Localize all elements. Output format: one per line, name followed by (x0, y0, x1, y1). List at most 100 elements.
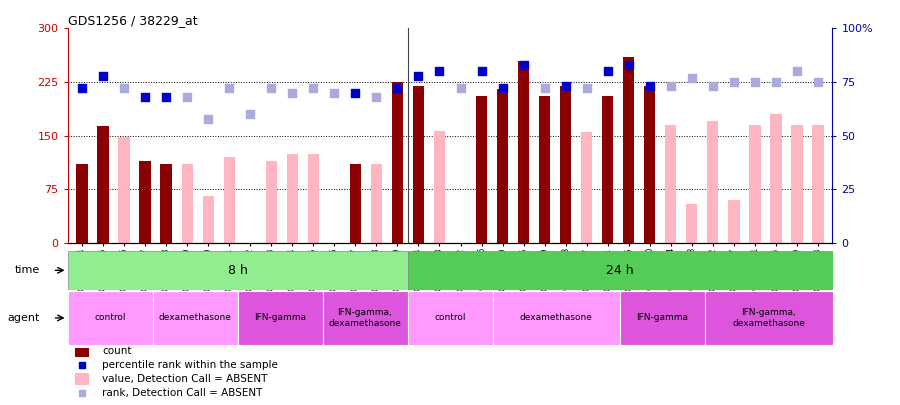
Point (222, 85, 237, 92)
Bar (602, 96, 614, 243)
Bar (266, 161, 277, 243)
Text: 24 h: 24 h (607, 264, 634, 277)
Bar (539, 96, 551, 243)
Point (706, 83, 720, 90)
Point (411, 72, 426, 79)
Point (306, 85, 320, 92)
Point (75, 85, 89, 92)
Bar (665, 125, 677, 243)
Bar (182, 164, 194, 243)
Point (243, 111, 257, 117)
Point (117, 85, 131, 92)
Text: agent: agent (7, 313, 40, 323)
Point (769, 79, 783, 85)
Point (285, 90, 300, 96)
Bar (749, 125, 760, 243)
Text: dexamethasone: dexamethasone (158, 313, 231, 322)
Bar (68, 251, 408, 290)
Bar (580, 132, 592, 243)
Point (748, 79, 762, 85)
Text: IFN-gamma: IFN-gamma (636, 313, 688, 322)
Text: 8 h: 8 h (228, 264, 248, 277)
Bar (392, 82, 403, 243)
Bar (223, 157, 235, 243)
Point (369, 94, 383, 100)
Bar (686, 204, 698, 243)
Text: GDS1256 / 38229_at: GDS1256 / 38229_at (68, 14, 197, 27)
Point (328, 90, 342, 96)
Bar (76, 345, 89, 357)
Point (621, 62, 635, 68)
Bar (497, 89, 508, 243)
Bar (322, 291, 408, 345)
Bar (408, 251, 832, 290)
Point (726, 79, 741, 85)
Text: time: time (14, 265, 40, 275)
Bar (644, 85, 655, 243)
Text: IFN-gamma,
dexamethasone: IFN-gamma, dexamethasone (733, 308, 806, 328)
Point (789, 68, 804, 75)
Text: value, Detection Call = ABSENT: value, Detection Call = ABSENT (102, 374, 267, 384)
Bar (705, 291, 832, 345)
Bar (408, 291, 492, 345)
Point (180, 94, 194, 100)
Bar (812, 125, 824, 243)
Point (75, 362, 89, 369)
Point (663, 83, 678, 90)
Bar (68, 291, 152, 345)
Bar (76, 373, 89, 385)
Bar (623, 57, 634, 243)
Bar (620, 291, 705, 345)
Bar (413, 85, 424, 243)
Point (96, 72, 111, 79)
Point (159, 94, 174, 100)
Bar (791, 125, 803, 243)
Bar (76, 164, 88, 243)
Bar (560, 85, 572, 243)
Bar (202, 196, 214, 243)
Point (348, 90, 363, 96)
Bar (518, 61, 529, 243)
Point (454, 85, 468, 92)
Bar (728, 200, 740, 243)
Bar (160, 164, 172, 243)
Bar (97, 126, 109, 243)
Bar (371, 164, 382, 243)
Text: IFN-gamma,
dexamethasone: IFN-gamma, dexamethasone (328, 308, 401, 328)
Point (643, 83, 657, 90)
Point (685, 75, 699, 81)
Point (75, 389, 89, 396)
Point (201, 115, 215, 122)
Point (495, 85, 509, 92)
Bar (140, 161, 151, 243)
Bar (119, 137, 130, 243)
Point (432, 68, 446, 75)
Point (600, 68, 615, 75)
Point (517, 62, 531, 68)
Bar (770, 114, 781, 243)
Point (811, 79, 825, 85)
Point (391, 85, 405, 92)
Text: IFN-gamma: IFN-gamma (254, 313, 306, 322)
Bar (238, 291, 322, 345)
Bar (476, 96, 487, 243)
Point (138, 94, 152, 100)
Point (580, 85, 594, 92)
Text: rank, Detection Call = ABSENT: rank, Detection Call = ABSENT (102, 388, 262, 398)
Bar (286, 153, 298, 243)
Text: dexamethasone: dexamethasone (520, 313, 593, 322)
Text: control: control (94, 313, 126, 322)
Bar (706, 122, 718, 243)
Text: control: control (434, 313, 466, 322)
Bar (308, 153, 320, 243)
Text: percentile rank within the sample: percentile rank within the sample (102, 360, 278, 370)
Bar (492, 291, 620, 345)
Bar (152, 291, 238, 345)
Text: count: count (102, 346, 131, 356)
Point (537, 85, 552, 92)
Bar (434, 131, 446, 243)
Bar (349, 164, 361, 243)
Point (558, 83, 572, 90)
Point (474, 68, 489, 75)
Point (265, 85, 279, 92)
